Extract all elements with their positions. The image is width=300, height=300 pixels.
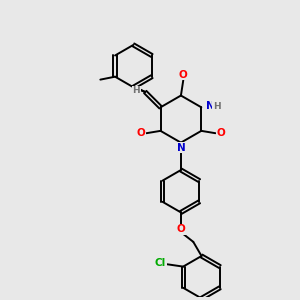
Text: N: N: [206, 100, 214, 110]
Text: H: H: [213, 102, 220, 111]
Text: H: H: [133, 86, 140, 95]
Text: O: O: [137, 128, 146, 138]
Text: O: O: [176, 224, 185, 235]
Text: O: O: [179, 70, 188, 80]
Text: O: O: [216, 128, 225, 138]
Text: N: N: [176, 143, 185, 153]
Text: Cl: Cl: [155, 258, 166, 268]
